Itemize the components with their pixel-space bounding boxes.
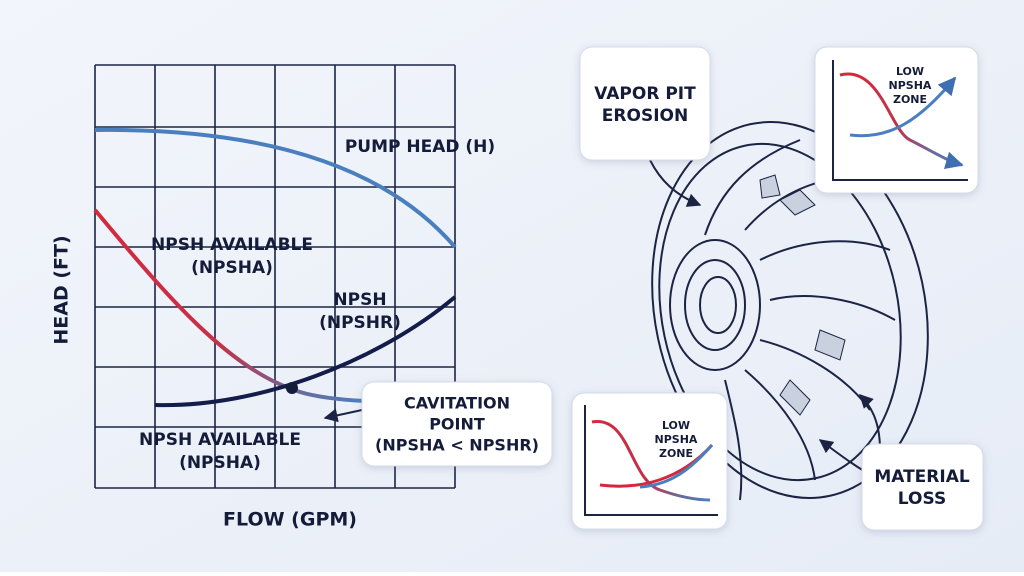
arrow — [859, 394, 881, 451]
mini-curve — [639, 444, 714, 489]
callout-text: ZONE — [659, 447, 693, 460]
pump-head-label: PUMP HEAD (H) — [345, 137, 495, 157]
callout-box — [579, 46, 711, 161]
callout-text: POINT — [429, 415, 485, 434]
x-axis-label: FLOW (GPM) — [223, 509, 357, 531]
npsha-label: NPSH AVAILABLE — [139, 430, 301, 450]
callout-text: NPSHA — [889, 79, 932, 92]
impeller — [651, 121, 929, 501]
mini-curve — [849, 76, 957, 138]
npsha-label: (NPSHA) — [179, 453, 261, 473]
arrow — [649, 159, 702, 207]
callout-text: MATERIAL — [874, 467, 970, 487]
callout-box — [571, 392, 728, 530]
callout-box — [361, 381, 553, 467]
y-axis-label: HEAD (FT) — [51, 235, 73, 344]
callout-text: VAPOR PIT — [594, 84, 696, 104]
mini-curve — [839, 72, 964, 170]
callout-text: CAVITATION — [404, 394, 510, 413]
npshr-label: NPSH — [333, 290, 386, 310]
callout-text: (NPSHA < NPSHR) — [375, 436, 539, 455]
callout-text: LOW — [896, 65, 924, 78]
npsha-label: NPSH AVAILABLE — [151, 235, 313, 255]
mini-axes — [832, 60, 968, 181]
callout-box — [861, 443, 984, 531]
pump-head-curve — [94, 127, 457, 249]
arrow — [323, 408, 363, 423]
callout-text: LOW — [662, 419, 690, 432]
callout-box — [814, 46, 979, 194]
npsha-curve — [93, 208, 366, 403]
callout-text: NPSHA — [655, 433, 698, 446]
cavitation-dot — [286, 382, 298, 394]
mini-axes — [584, 405, 718, 516]
npshr-label: (NPSHR) — [319, 313, 401, 333]
npshr-curve — [154, 295, 457, 408]
callout-text: EROSION — [602, 106, 688, 126]
npsha-label: (NPSHA) — [191, 258, 273, 278]
callout-text: ZONE — [893, 93, 927, 106]
callout-text: LOSS — [898, 489, 946, 509]
